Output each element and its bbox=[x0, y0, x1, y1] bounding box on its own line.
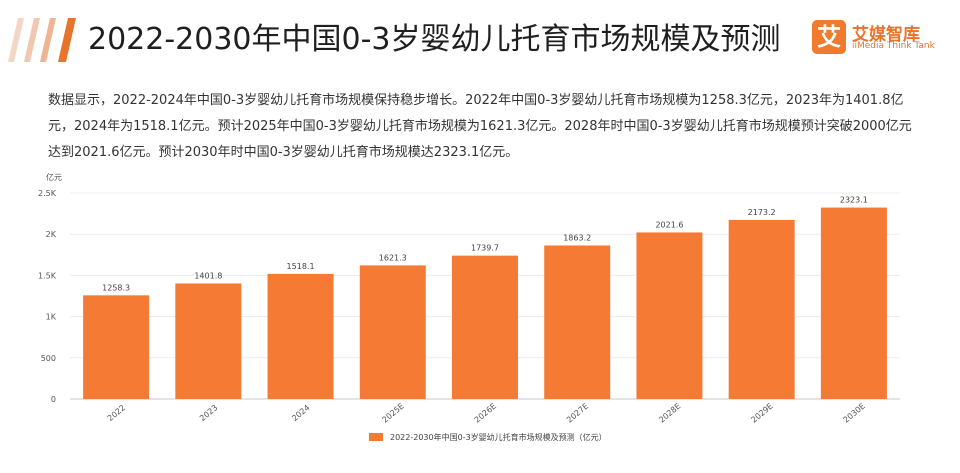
bar bbox=[728, 219, 795, 399]
description-text: 数据显示，2022-2024年中国0-3岁婴幼儿托育市场规模保持稳步增长。202… bbox=[48, 93, 912, 160]
y-axis-label: 亿元 bbox=[46, 172, 62, 182]
data-label: 1518.1 bbox=[287, 262, 315, 271]
y-tick-label: 500 bbox=[41, 354, 56, 363]
x-tick-label: 2024 bbox=[290, 403, 311, 423]
brand-name: 艾媒智库 bbox=[852, 25, 920, 45]
bar bbox=[175, 283, 242, 399]
y-axis-ticks: 0 500 1K 1.5K 2K 2.5K bbox=[38, 189, 57, 404]
bar bbox=[83, 295, 150, 399]
x-tick-label: 2028E bbox=[657, 401, 682, 424]
x-axis-ticks: 2022 2023 2024 2025E 2026E 2027E 2028E 2029E 203… bbox=[106, 401, 867, 424]
x-tick-label: 2027E bbox=[565, 401, 590, 424]
y-tick-label: 2.5K bbox=[38, 189, 57, 198]
data-label: 1258.3 bbox=[102, 283, 130, 292]
bar bbox=[359, 265, 426, 399]
chart-legend: 2022-2030年中国0-3岁婴幼儿托育市场规模及预测（亿元） bbox=[369, 432, 607, 442]
bar bbox=[452, 255, 518, 399]
data-label: 2323.1 bbox=[840, 196, 868, 205]
data-label: 1739.7 bbox=[471, 244, 499, 253]
x-tick-label: 2025E bbox=[381, 401, 406, 424]
data-label: 1863.2 bbox=[563, 233, 591, 242]
y-tick-label: 1.5K bbox=[38, 271, 57, 280]
bar bbox=[544, 245, 611, 399]
data-label: 1621.3 bbox=[379, 253, 407, 262]
chart-bars: 1258.3 1401.8 1518.1 1621.3 1739.7 1863.2 2021… bbox=[83, 196, 887, 399]
legend-label: 2022-2030年中国0-3岁婴幼儿托育市场规模及预测（亿元） bbox=[390, 432, 607, 442]
brand-logo: 艾 艾媒智库 iiMedia Think Tank bbox=[812, 16, 952, 60]
bar-chart: 亿元 0 500 1K 1.5K 2K 2.5K 1258.3 1401.8 1518.1 16… bbox=[38, 172, 900, 442]
header-stripes-decoration bbox=[8, 18, 76, 62]
data-label: 2173.2 bbox=[748, 208, 776, 217]
brand-subtitle: iiMedia Think Tank bbox=[852, 41, 935, 51]
data-label: 1401.8 bbox=[194, 271, 222, 280]
x-tick-label: 2026E bbox=[473, 401, 498, 424]
page-title: 2022-2030年中国0-3岁婴幼儿托育市场规模及预测 bbox=[88, 22, 781, 57]
x-tick-label: 2023 bbox=[198, 403, 219, 423]
y-tick-label: 1K bbox=[46, 313, 57, 322]
brand-logo-icon: 艾 bbox=[812, 20, 846, 54]
legend-swatch bbox=[369, 433, 383, 441]
bar bbox=[820, 207, 887, 399]
data-label: 2021.6 bbox=[655, 220, 683, 229]
x-tick-label: 2029E bbox=[749, 401, 774, 424]
x-tick-label: 2022 bbox=[106, 403, 127, 423]
y-tick-label: 2K bbox=[46, 230, 57, 239]
bar bbox=[636, 232, 703, 399]
y-tick-label: 0 bbox=[51, 395, 56, 404]
x-tick-label: 2030E bbox=[842, 401, 867, 424]
bar bbox=[267, 273, 334, 399]
